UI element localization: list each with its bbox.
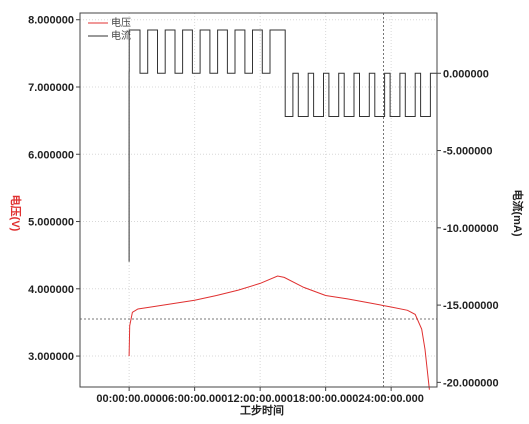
right-y-axis-title: 电流(mA) xyxy=(511,189,525,236)
left-y-tick-label-4: 7.000000 xyxy=(28,82,74,94)
left-y-axis-ticks: 3.000000 4.000000 5.000000 6.000000 7.000000… xyxy=(28,15,80,363)
x-tick-label-3: 18:00:00.000 xyxy=(293,393,358,405)
left-y-tick-label-3: 6.000000 xyxy=(28,149,74,161)
plot-frame xyxy=(79,12,438,388)
left-y-tick-label-1: 4.000000 xyxy=(28,284,74,296)
x-tick-label-1: 06:00:00.000 xyxy=(162,393,227,405)
right-y-tick-label-0: 0.000000 xyxy=(443,68,489,80)
legend-label-current: 电流 xyxy=(111,29,131,42)
right-y-tick-label-4: -20.000000 xyxy=(443,377,499,389)
right-y-tick-label-1: -5.000000 xyxy=(443,146,493,158)
left-y-tick-label-5: 8.000000 xyxy=(28,15,74,27)
left-y-tick-label-0: 3.000000 xyxy=(28,351,74,363)
x-axis-ticks: 00:00:00.000 06:00:00.000 12:00:00.000 18:0… xyxy=(96,387,424,405)
x-tick-label-4: 24:00:00.000 xyxy=(358,393,423,405)
left-y-axis-title: 电压(V) xyxy=(9,195,23,232)
x-axis-title: 工步时间 xyxy=(240,403,284,417)
x-tick-label-0: 00:00:00.000 xyxy=(96,393,161,405)
right-y-axis-ticks: 0.000000 -5.000000 -10.000000 -15.000000 -20… xyxy=(437,68,499,389)
reference-lines xyxy=(80,13,437,387)
x-tick-label-2: 12:00:00.000 xyxy=(227,393,292,405)
right-y-tick-label-2: -10.000000 xyxy=(443,223,499,235)
legend-label-voltage: 电压 xyxy=(111,16,131,29)
series-layer xyxy=(128,29,437,390)
legend: 电压 电流 xyxy=(88,16,131,42)
series-line-current xyxy=(128,29,437,262)
series-line-voltage xyxy=(128,275,430,390)
left-y-tick-label-2: 5.000000 xyxy=(28,217,74,229)
right-y-tick-label-3: -15.000000 xyxy=(443,300,499,312)
